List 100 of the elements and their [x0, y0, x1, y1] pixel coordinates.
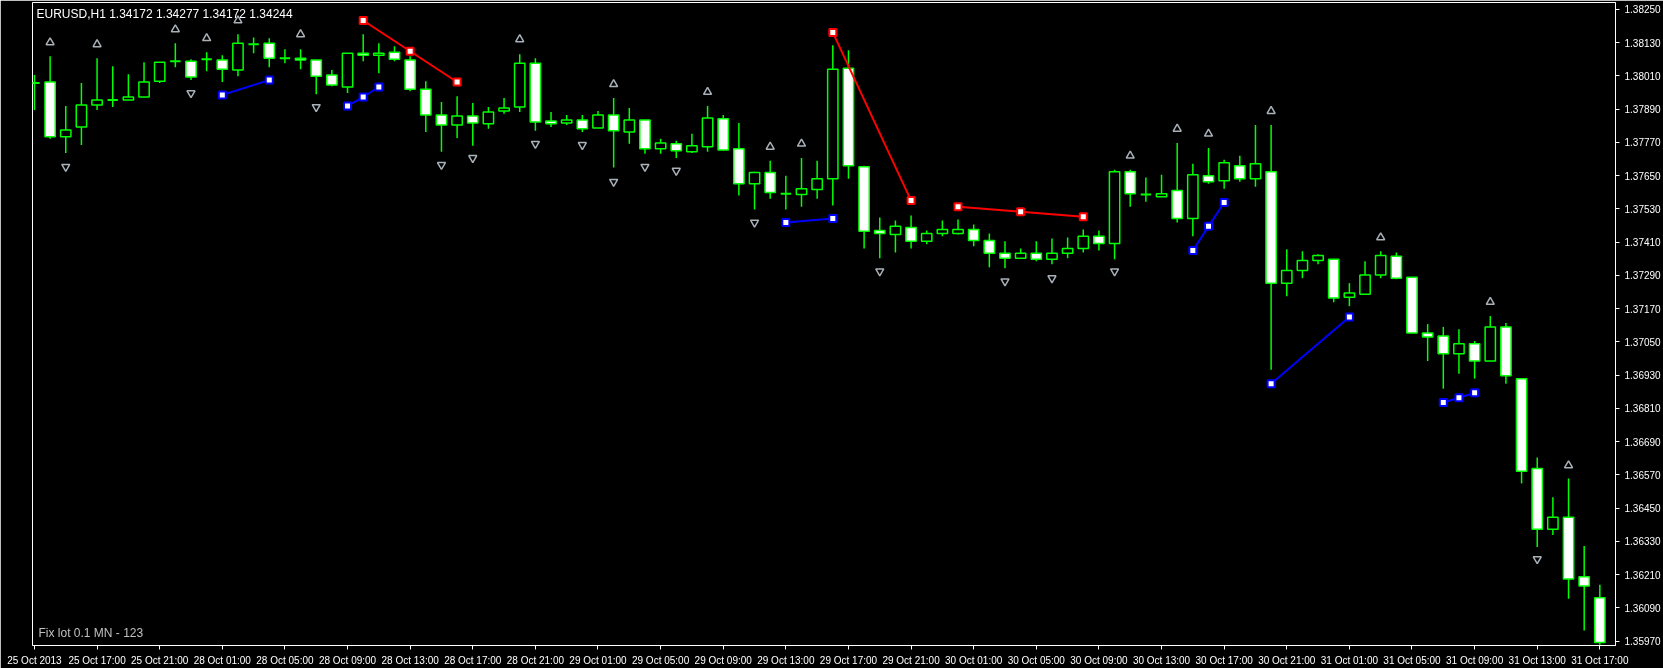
candlestick [1578, 545, 1591, 632]
candlestick [905, 214, 917, 250]
candlestick [1546, 496, 1559, 536]
y-tick-label: 1.37410 [1624, 237, 1662, 249]
point [514, 33, 525, 43]
point [1000, 278, 1010, 287]
point [343, 101, 353, 111]
x-tick-label: 28 Oct 13:00 [381, 654, 440, 666]
point [640, 163, 650, 173]
candlestick [1437, 326, 1450, 390]
y-tick-label: 1.36090 [1624, 602, 1662, 614]
candlestick [811, 159, 824, 200]
point [1188, 245, 1198, 255]
point [828, 27, 838, 37]
candlestick [545, 111, 557, 128]
candlestick [748, 171, 761, 211]
point [906, 196, 916, 206]
y-tick-label: 1.37650 [1624, 170, 1662, 182]
point [1125, 150, 1135, 159]
candlestick [216, 54, 229, 83]
point [358, 92, 368, 102]
candlestick [1061, 236, 1074, 259]
point [1532, 556, 1542, 565]
point [953, 202, 963, 212]
candlestick [1359, 260, 1371, 295]
x-tick-label: 25 Oct 21:00 [131, 654, 189, 666]
y-tick-label: 1.37050 [1624, 336, 1662, 348]
point [45, 37, 55, 46]
point [781, 217, 791, 227]
point [311, 103, 321, 113]
x-tick-label: 25 Oct 2013 [7, 654, 63, 666]
candlestick [138, 61, 150, 98]
y-tick-label: 1.36570 [1624, 469, 1662, 481]
candlestick [75, 82, 88, 146]
x-tick-label: 31 Oct 13:00 [1508, 654, 1567, 666]
candlestick [372, 42, 385, 74]
x-tick-label: 29 Oct 09:00 [694, 654, 753, 666]
point [749, 219, 760, 228]
y-tick-label: 1.37890 [1624, 104, 1662, 116]
y-tick-label: 1.38250 [1624, 4, 1662, 16]
candlestick [1421, 323, 1434, 362]
point [436, 161, 447, 171]
x-tick-label: 25 Oct 17:00 [68, 654, 127, 666]
point [1016, 207, 1026, 217]
x-tick-label: 31 Oct 17:00 [1571, 654, 1629, 666]
candlestick [873, 216, 886, 259]
candlestick [1280, 248, 1293, 297]
point [828, 214, 838, 224]
candlestick [200, 51, 213, 72]
point [1563, 460, 1574, 469]
point [1172, 123, 1182, 132]
point [452, 77, 462, 87]
point [1438, 398, 1448, 408]
y-tick-label: 1.36330 [1624, 536, 1662, 548]
candlestick [1046, 237, 1058, 266]
point [608, 78, 619, 88]
candlestick [1296, 250, 1309, 279]
y-tick-label: 1.37770 [1624, 137, 1662, 149]
candlestick [764, 159, 777, 200]
point [295, 28, 306, 38]
point [468, 154, 478, 164]
x-tick-label: 29 Oct 17:00 [819, 654, 878, 666]
candlestick [153, 61, 166, 84]
y-tick-label: 1.38010 [1624, 70, 1662, 82]
candlestick [686, 133, 698, 154]
point [530, 140, 541, 150]
candlestick [1233, 154, 1246, 183]
point [170, 24, 181, 33]
x-tick-label: 28 Oct 17:00 [444, 654, 502, 666]
candlestick [1093, 229, 1105, 252]
y-tick-label: 1.36690 [1624, 436, 1662, 448]
point [1078, 212, 1088, 222]
point [671, 167, 682, 177]
point [217, 90, 227, 100]
candlestick [59, 105, 72, 154]
x-tick-label: 28 Oct 21:00 [506, 654, 565, 666]
point [92, 38, 102, 48]
x-tick-label: 29 Oct 21:00 [882, 654, 941, 666]
candlestick [1453, 328, 1465, 375]
candlestick [623, 107, 636, 145]
y-tick-label: 1.36930 [1624, 370, 1662, 382]
candlestick [357, 33, 370, 62]
candlestick [263, 37, 276, 69]
point [358, 16, 368, 26]
candlestick [1249, 124, 1262, 188]
candlestick [1390, 251, 1403, 281]
x-tick-label: 30 Oct 13:00 [1132, 654, 1191, 666]
point [1485, 296, 1496, 306]
candlestick [779, 174, 793, 211]
candlestick [435, 101, 448, 153]
candlestick [1374, 250, 1387, 279]
y-tick-label: 1.36450 [1624, 503, 1662, 515]
x-tick-label: 30 Oct 01:00 [945, 654, 1003, 666]
candlestick [795, 157, 808, 208]
candlestick [1468, 340, 1481, 380]
point [201, 32, 212, 42]
x-tick-label: 29 Oct 05:00 [631, 654, 690, 666]
point [61, 163, 71, 173]
candlestick [278, 48, 292, 64]
point [405, 46, 415, 56]
